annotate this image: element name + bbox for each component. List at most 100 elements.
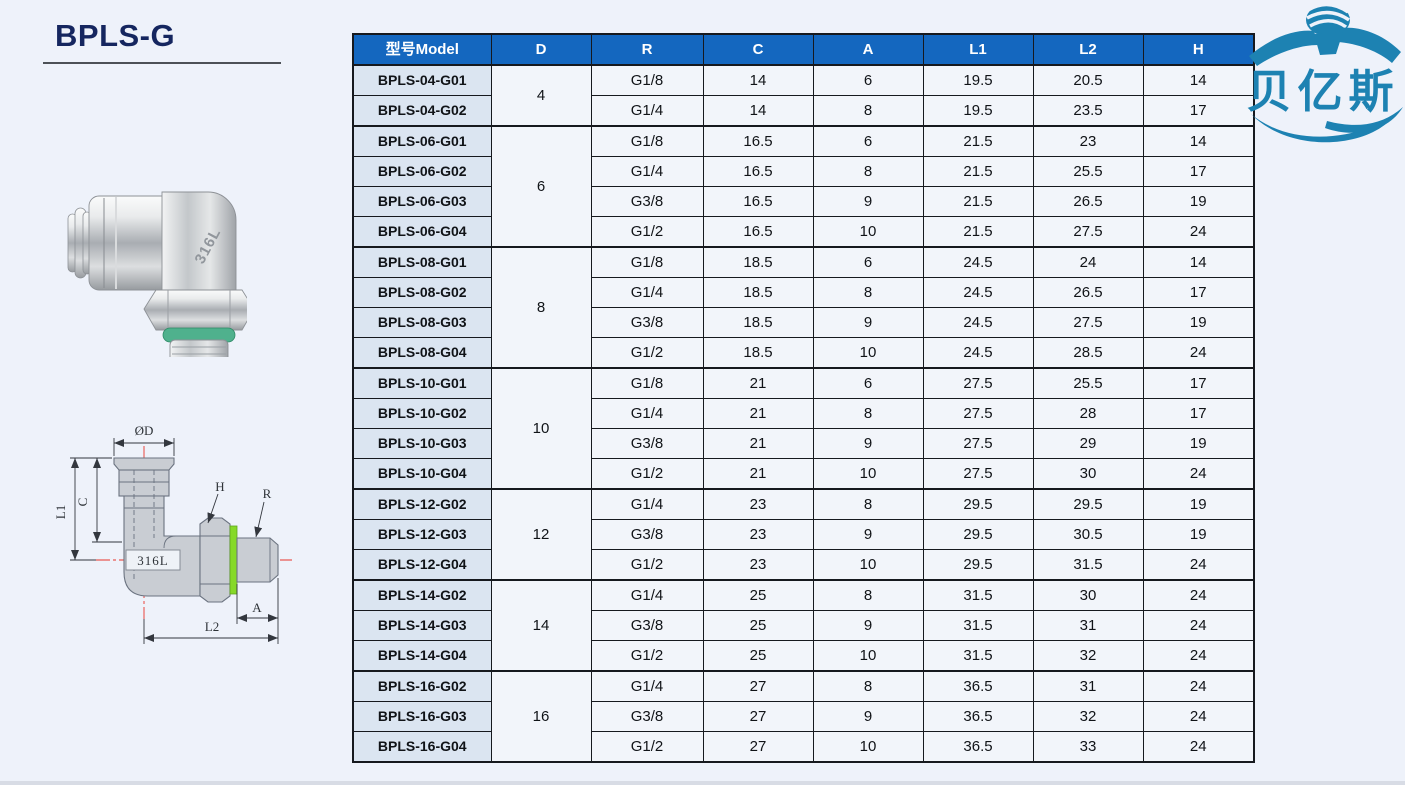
table-row: BPLS-16-G04 G1/2 27 10 36.5 33 24 — [352, 731, 1255, 763]
tube-diameter-cell: 10 — [490, 367, 592, 490]
logo-right-wing-icon — [1337, 27, 1401, 63]
c-value-cell: 18.5 — [702, 307, 814, 338]
h-value-cell: 19 — [1142, 186, 1255, 217]
column-header-c: C — [702, 33, 814, 66]
l2-value-cell: 33 — [1032, 731, 1144, 763]
table-row: BPLS-14-G02 14 G1/4 25 8 31.5 30 24 — [352, 579, 1255, 672]
a-value-cell: 6 — [812, 125, 924, 157]
l1-value-cell: 24.5 — [922, 307, 1034, 338]
model-cell: BPLS-14-G02 — [352, 579, 492, 611]
tube-diameter-cell: 4 — [490, 64, 592, 127]
table-row: BPLS-12-G02 12 G1/4 23 8 29.5 29.5 19 — [352, 488, 1255, 581]
c-value-cell: 27 — [702, 731, 814, 763]
c-value-cell: 25 — [702, 610, 814, 641]
l2-value-cell: 32 — [1032, 701, 1144, 732]
table-row: BPLS-10-G02 G1/4 21 8 27.5 28 17 — [352, 398, 1255, 429]
column-header-model: 型号Model — [352, 33, 492, 66]
a-value-cell: 9 — [812, 610, 924, 641]
table-row: BPLS-06-G03 G3/8 16.5 9 21.5 26.5 19 — [352, 186, 1255, 217]
model-cell: BPLS-04-G02 — [352, 95, 492, 127]
table-row: BPLS-10-G01 10 G1/8 21 6 27.5 25.5 17 — [352, 367, 1255, 490]
logo-bottom-swoosh-icon — [1251, 114, 1395, 143]
l1-value-cell: 24.5 — [922, 337, 1034, 369]
h-value-cell: 24 — [1142, 610, 1255, 641]
l2-value-cell: 25.5 — [1032, 156, 1144, 187]
thread-size-cell: G3/8 — [590, 519, 704, 550]
a-value-cell: 8 — [812, 579, 924, 611]
column-header-l2: L2 — [1032, 33, 1144, 66]
a-value-cell: 6 — [812, 246, 924, 278]
label-l2: L2 — [205, 619, 219, 634]
l1-value-cell: 24.5 — [922, 246, 1034, 278]
tube-diameter-cell: 6 — [490, 125, 592, 248]
column-header-h: H — [1142, 33, 1255, 66]
thread-size-cell: G1/4 — [590, 579, 704, 611]
brand-logo: 贝亿斯 — [1235, 2, 1405, 150]
c-value-cell: 18.5 — [702, 337, 814, 369]
thread-size-cell: G1/2 — [590, 458, 704, 490]
a-value-cell: 6 — [812, 367, 924, 399]
c-value-cell: 25 — [702, 640, 814, 672]
h-value-cell: 17 — [1142, 277, 1255, 308]
a-value-cell: 9 — [812, 186, 924, 217]
model-cell: BPLS-06-G04 — [352, 216, 492, 248]
h-value-cell: 24 — [1142, 731, 1255, 763]
a-value-cell: 9 — [812, 307, 924, 338]
fitting-photo-image: 316L — [67, 191, 255, 376]
l1-value-cell: 21.5 — [922, 125, 1034, 157]
brand-logo-image: 贝亿斯 — [1246, 2, 1403, 143]
model-cell: BPLS-08-G04 — [352, 337, 492, 369]
a-value-cell: 8 — [812, 670, 924, 702]
table-row: BPLS-12-G04 G1/2 23 10 29.5 31.5 24 — [352, 549, 1255, 581]
l2-value-cell: 31 — [1032, 610, 1144, 641]
tube-diameter-cell: 16 — [490, 670, 592, 763]
spec-table-header-row: 型号Model D R C A L1 L2 H — [352, 33, 1255, 66]
logo-text: 贝亿斯 — [1246, 66, 1399, 117]
c-value-cell: 27 — [702, 701, 814, 732]
l1-value-cell: 21.5 — [922, 156, 1034, 187]
model-cell: BPLS-12-G02 — [352, 488, 492, 520]
c-value-cell: 21 — [702, 458, 814, 490]
l2-value-cell: 24 — [1032, 246, 1144, 278]
h-value-cell: 17 — [1142, 95, 1255, 127]
a-value-cell: 10 — [812, 549, 924, 581]
l1-value-cell: 36.5 — [922, 701, 1034, 732]
l1-value-cell: 29.5 — [922, 549, 1034, 581]
table-row: BPLS-08-G02 G1/4 18.5 8 24.5 26.5 17 — [352, 277, 1255, 308]
column-header-d: D — [490, 33, 592, 66]
table-row: BPLS-12-G03 G3/8 23 9 29.5 30.5 19 — [352, 519, 1255, 550]
h-value-cell: 17 — [1142, 398, 1255, 429]
page-bottom-edge — [0, 781, 1405, 785]
spec-table-body: BPLS-04-G01 4 G1/8 14 6 19.5 20.5 14 BPLS-04-G02… — [352, 64, 1255, 763]
c-value-cell: 23 — [702, 488, 814, 520]
thread-size-cell: G1/8 — [590, 64, 704, 96]
h-value-cell: 24 — [1142, 216, 1255, 248]
column-header-a: A — [812, 33, 924, 66]
thread-size-cell: G1/2 — [590, 640, 704, 672]
drawing-body — [123, 495, 201, 597]
thread-size-cell: G3/8 — [590, 186, 704, 217]
page-title: BPLS-G — [55, 18, 176, 53]
thread-size-cell: G1/2 — [590, 549, 704, 581]
a-value-cell: 6 — [812, 64, 924, 96]
l1-value-cell: 21.5 — [922, 216, 1034, 248]
thread-size-cell: G3/8 — [590, 307, 704, 338]
l2-value-cell: 23 — [1032, 125, 1144, 157]
l1-value-cell: 29.5 — [922, 488, 1034, 520]
l2-value-cell: 30 — [1032, 579, 1144, 611]
l2-value-cell: 23.5 — [1032, 95, 1144, 127]
table-row: BPLS-06-G04 G1/2 16.5 10 21.5 27.5 24 — [352, 216, 1255, 248]
model-cell: BPLS-12-G03 — [352, 519, 492, 550]
label-r: R — [263, 486, 272, 501]
l1-value-cell: 27.5 — [922, 458, 1034, 490]
a-value-cell: 10 — [812, 731, 924, 763]
model-cell: BPLS-12-G04 — [352, 549, 492, 581]
a-value-cell: 9 — [812, 519, 924, 550]
c-value-cell: 23 — [702, 519, 814, 550]
l2-value-cell: 32 — [1032, 640, 1144, 672]
h-value-cell: 19 — [1142, 488, 1255, 520]
h-value-cell: 24 — [1142, 670, 1255, 702]
drawing-hex — [199, 517, 231, 603]
a-value-cell: 9 — [812, 701, 924, 732]
